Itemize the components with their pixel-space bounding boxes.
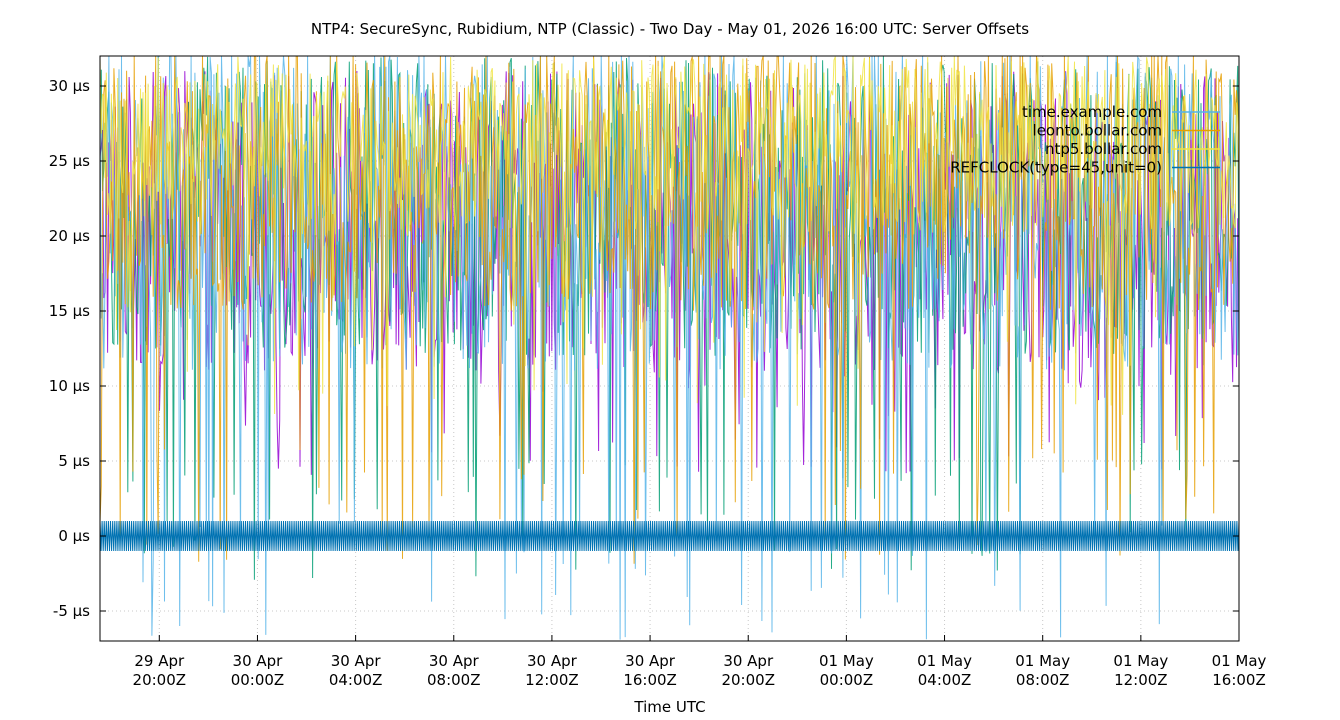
x-tick-label-time: 20:00Z	[133, 671, 187, 689]
x-tick-label-time: 00:00Z	[231, 671, 285, 689]
series-line-5	[99, 520, 1240, 552]
y-tick-label: 25 µs	[49, 152, 90, 170]
x-tick-label-date: 01 May	[1015, 652, 1070, 670]
chart-title: NTP4: SecureSync, Rubidium, NTP (Classic…	[311, 20, 1029, 38]
series-layer	[99, 55, 1240, 640]
x-tick-label-time: 08:00Z	[1016, 671, 1070, 689]
legend-label: leonto.bollar.com	[1033, 122, 1162, 140]
y-tick-label: 5 µs	[58, 452, 90, 470]
y-tick-label: 30 µs	[49, 77, 90, 95]
x-tick-label-time: 00:00Z	[820, 671, 874, 689]
y-tick-label: -5 µs	[53, 602, 90, 620]
y-tick-label: 15 µs	[49, 302, 90, 320]
x-tick-label-time: 16:00Z	[623, 671, 677, 689]
x-tick-label-date: 01 May	[819, 652, 874, 670]
x-tick-label-time: 20:00Z	[721, 671, 775, 689]
y-tick-label: 20 µs	[49, 227, 90, 245]
series-line-2	[99, 55, 1240, 640]
y-tick-label: 10 µs	[49, 377, 90, 395]
x-axis-label: Time UTC	[633, 698, 705, 716]
legend-label: time.example.com	[1022, 103, 1162, 121]
x-tick-label-date: 30 Apr	[723, 652, 774, 670]
x-tick-label-date: 30 Apr	[429, 652, 480, 670]
legend: time.example.comleonto.bollar.comntp5.bo…	[950, 103, 1220, 177]
x-tick-label-date: 01 May	[1212, 652, 1267, 670]
x-tick-label-date: 01 May	[917, 652, 972, 670]
x-tick-label-date: 30 Apr	[527, 652, 578, 670]
series-line-4	[99, 56, 1240, 415]
legend-label: ntp5.bollar.com	[1045, 140, 1162, 158]
x-tick-label-time: 12:00Z	[1114, 671, 1168, 689]
plot-frame	[99, 55, 1240, 642]
y-tick-label: 0 µs	[58, 527, 90, 545]
x-tick-label-date: 30 Apr	[233, 652, 284, 670]
series-line-3	[99, 55, 1240, 564]
x-tick-label-time: 04:00Z	[918, 671, 972, 689]
x-tick-label-time: 16:00Z	[1212, 671, 1266, 689]
y-axis: -5 µs 0 µs 5 µs 10 µs 15 µs 20 µs 25 µs 30 µs	[49, 77, 1239, 620]
x-tick-label-date: 30 Apr	[625, 652, 676, 670]
x-tick-label-time: 04:00Z	[329, 671, 383, 689]
x-tick-label-date: 29 Apr	[134, 652, 185, 670]
x-tick-label-time: 12:00Z	[525, 671, 579, 689]
x-tick-label-date: 01 May	[1113, 652, 1168, 670]
x-tick-label-date: 30 Apr	[331, 652, 382, 670]
x-tick-label-time: 08:00Z	[427, 671, 481, 689]
legend-label: REFCLOCK(type=45,unit=0)	[950, 159, 1162, 177]
